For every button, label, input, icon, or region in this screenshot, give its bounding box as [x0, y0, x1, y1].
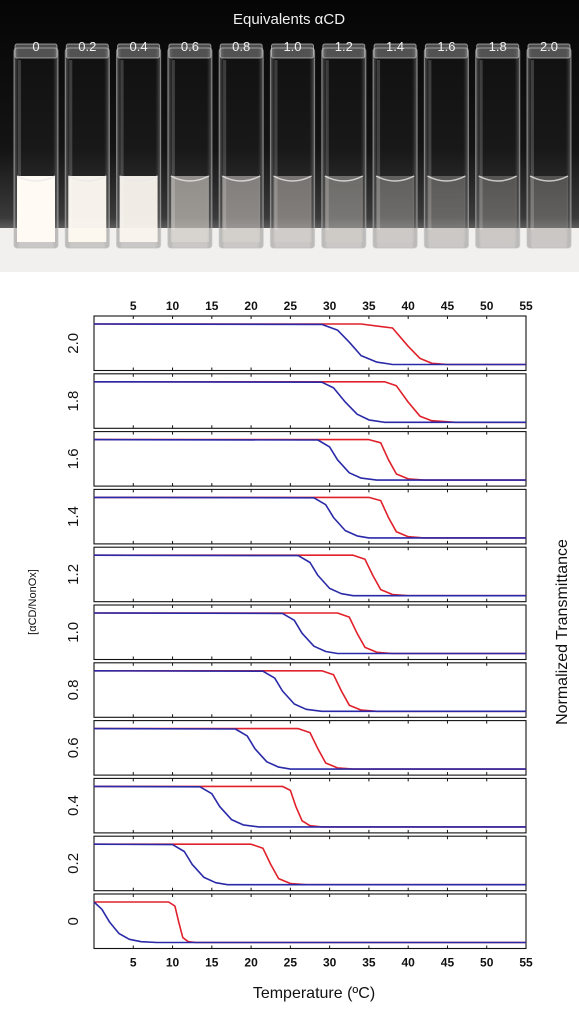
chart-panel-1-6: 1.6	[65, 431, 527, 487]
panel-frame	[93, 546, 527, 603]
vial: 1.8	[475, 39, 521, 249]
chart-panel-0-4: 0.4	[65, 777, 527, 834]
x-axis-label: Temperature (ºC)	[253, 985, 375, 1002]
x-tick-labels-bottom: 5 10 15 20 25 30 35 40 45 50 55	[130, 956, 533, 970]
chart-panel-0-8: 0.8	[65, 662, 527, 718]
panel-label: 1.4	[65, 506, 82, 527]
vial: 2.0	[526, 39, 572, 249]
x-tick-label: 50	[480, 299, 494, 313]
series-line-blue	[93, 381, 526, 424]
panel-frame	[93, 662, 527, 718]
x-tick-labels-top: 5 10 15 20 25 30 35 40 45 50 55	[130, 299, 533, 313]
panel-frame	[93, 777, 527, 834]
x-tick-label: 35	[362, 299, 376, 313]
chart-panel: 5 10 15 20 25 30 35 40 45 50 55 2.0 1.8 1.6 1.4 1.2 1.0…	[0, 272, 579, 1007]
x-tick-label: 25	[284, 299, 298, 313]
x-tick-label: 40	[402, 956, 416, 970]
vial-label: 1.0	[283, 39, 301, 54]
panel-frame	[93, 893, 527, 950]
chart-panel-1-8: 1.8	[65, 373, 527, 429]
x-tick-label: 25	[284, 956, 298, 970]
x-tick-label: 35	[362, 956, 376, 970]
panel-label: 0	[65, 917, 82, 925]
vial-label: 0.6	[181, 39, 199, 54]
panel-label: 1.0	[65, 622, 82, 643]
vial-row: 0 0.2 0.4 0.6 0.8 1.0 1.2 1.4 1.6 1.8 2.0	[13, 39, 572, 249]
x-tick-label: 55	[519, 956, 533, 970]
series-line-blue	[93, 554, 526, 597]
panel-label: 0.4	[65, 795, 82, 816]
vial: 0.4	[115, 39, 162, 249]
panel-label: 1.2	[65, 564, 82, 585]
vial-label: 0	[32, 39, 39, 54]
panel-label: 0.8	[65, 680, 82, 701]
series-line-blue	[93, 612, 526, 655]
chart-panel-0: 0	[65, 893, 527, 950]
vial: 1.4	[372, 39, 418, 249]
series-line-blue	[93, 901, 526, 944]
panel-label: 0.2	[65, 853, 82, 874]
x-tick-label: 45	[441, 299, 455, 313]
x-tick-label: 55	[519, 299, 533, 313]
chart-panel-1-4: 1.4	[65, 488, 527, 545]
panel-frame	[93, 604, 527, 661]
vial-label: 0.4	[130, 39, 148, 54]
x-tick-label: 30	[323, 956, 337, 970]
vial: 0.6	[167, 39, 213, 249]
chart-panels: 2.0 1.8 1.6 1.4 1.2 1.0 0.8 0.6 0.4 0.2 0	[65, 315, 527, 950]
transmittance-chart: 5 10 15 20 25 30 35 40 45 50 55 2.01.81.61.41.21.0…	[27, 299, 571, 1002]
chart-panel-0-6: 0.6	[65, 720, 527, 776]
x-tick-label: 20	[244, 956, 258, 970]
series-line-blue	[93, 727, 526, 770]
vial-label: 0.2	[78, 39, 96, 54]
x-tick-label: 10	[166, 956, 180, 970]
vial-label: 1.2	[335, 39, 353, 54]
y-axis-label-left: [αCD/NonOx]	[27, 569, 39, 635]
vial: 0	[13, 39, 59, 249]
series-line-blue	[93, 323, 526, 366]
vial-label: 1.6	[437, 39, 455, 54]
vial-label: 1.8	[489, 39, 507, 54]
vial: 0.2	[64, 39, 110, 249]
chart-panel-0-2: 0.2	[65, 835, 527, 892]
x-tick-label: 40	[402, 299, 416, 313]
panel-label: 2.0	[65, 333, 82, 354]
series-line-blue	[93, 496, 526, 539]
panel-frame	[93, 720, 527, 776]
panel-label: 0.6	[65, 737, 82, 758]
x-tick-label: 5	[130, 956, 137, 970]
x-tick-label: 50	[480, 956, 494, 970]
series-line-blue	[93, 843, 526, 886]
vial-label: 2.0	[540, 39, 558, 54]
vial-label: 1.4	[386, 39, 404, 54]
x-tick-label: 15	[205, 299, 219, 313]
vial: 1.2	[321, 39, 367, 249]
vial-photo-panel: Equivalents αCD 0 0.2 0.4 0.6 0.8 1.0 1.2 1.4 1.…	[0, 0, 579, 272]
chart-panel-1-2: 1.2	[65, 546, 527, 603]
vial: 1.0	[269, 39, 316, 249]
panel-label: 1.8	[65, 391, 82, 412]
chart-panel-1-0: 1.0	[65, 604, 527, 661]
chart-panel-2-0: 2.0	[65, 315, 527, 372]
photo-title: Equivalents αCD	[233, 11, 345, 28]
series-line-blue	[93, 785, 526, 828]
vial: 1.6	[423, 39, 469, 249]
x-tick-label: 15	[205, 956, 219, 970]
x-tick-label: 5	[130, 299, 137, 313]
vial-label: 0.8	[232, 39, 250, 54]
series-line-blue	[93, 670, 526, 713]
series-line-blue	[93, 438, 526, 481]
x-tick-label: 10	[166, 299, 180, 313]
x-tick-label: 20	[244, 299, 258, 313]
y-axis-label-right: Normalized Transmittance	[554, 539, 571, 725]
x-tick-label: 30	[323, 299, 337, 313]
vial-photo: Equivalents αCD 0 0.2 0.4 0.6 0.8 1.0 1.2 1.4 1.…	[0, 0, 579, 272]
panel-label: 1.6	[65, 448, 82, 469]
x-tick-label: 45	[441, 956, 455, 970]
vial: 0.8	[218, 39, 264, 249]
